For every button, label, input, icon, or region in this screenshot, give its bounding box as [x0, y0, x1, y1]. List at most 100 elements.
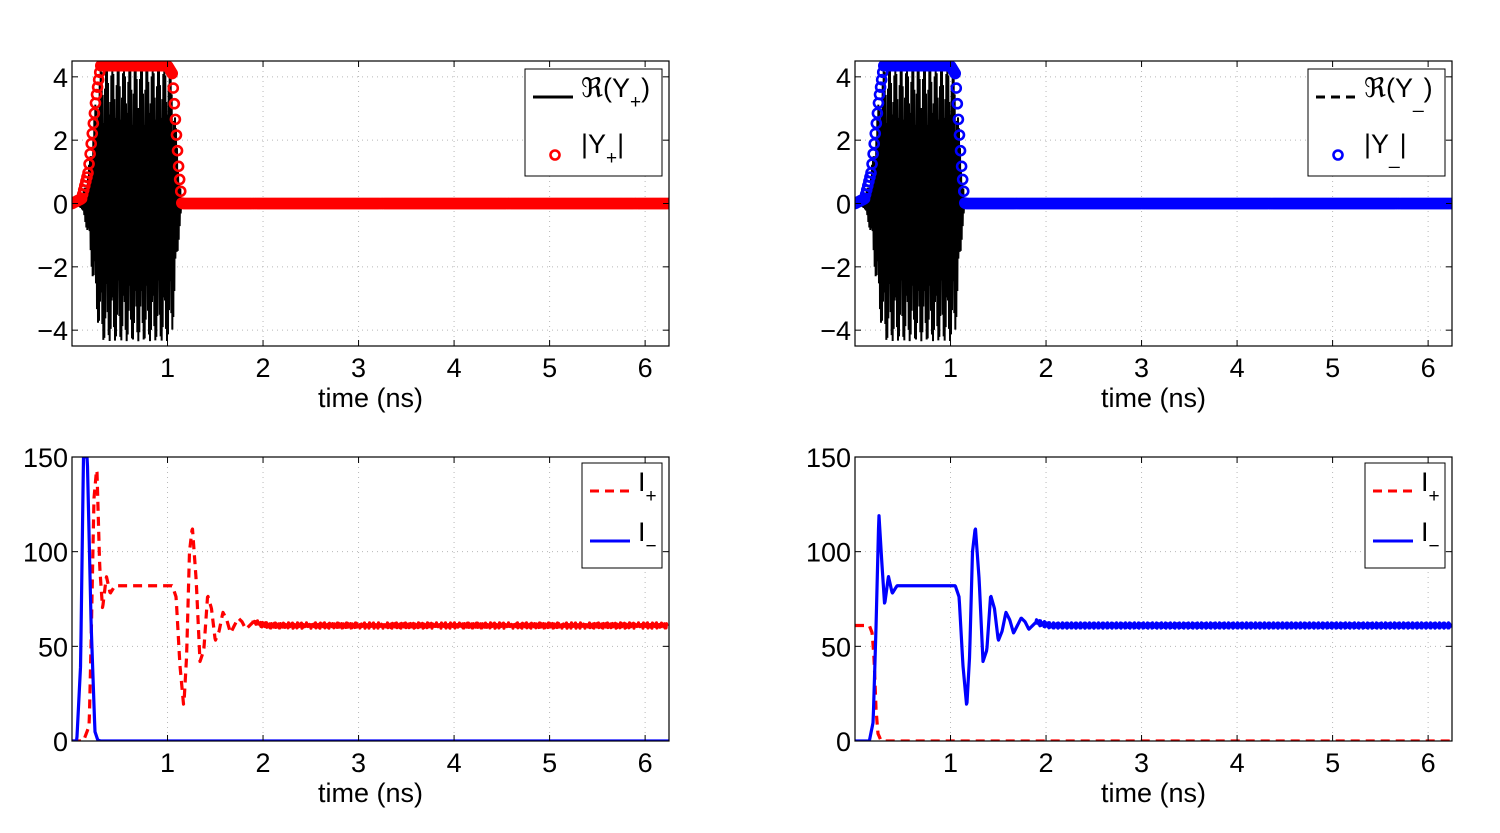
x-axis-label: time (ns) — [318, 778, 423, 808]
series-line-0 — [72, 468, 669, 741]
x-tick-label: 3 — [351, 353, 366, 383]
data-point — [954, 144, 967, 157]
legend-box — [1307, 68, 1446, 177]
x-tick-label: 6 — [1421, 353, 1436, 383]
y-tick-label: 2 — [836, 126, 851, 156]
data-point — [90, 88, 103, 101]
data-point — [173, 173, 186, 186]
plot-area — [855, 61, 1452, 342]
x-tick-label: 5 — [1325, 748, 1340, 778]
y-tick-label: −4 — [820, 316, 851, 346]
x-tick-label: 6 — [638, 748, 653, 778]
legend: ℜ(Y+) |Y+| — [524, 68, 663, 177]
data-point — [956, 173, 969, 186]
series-markers-1 — [72, 61, 669, 210]
legend-label: |Y+| — [581, 129, 624, 169]
series-line-1 — [855, 514, 1452, 741]
x-tick-label: 3 — [1134, 353, 1149, 383]
x-tick-label: 2 — [256, 353, 271, 383]
data-point — [92, 73, 105, 86]
legend: I+ I− — [581, 462, 663, 569]
y-tick-label: 150 — [23, 443, 68, 473]
x-tick-label: 5 — [1325, 353, 1340, 383]
legend-marker — [549, 149, 561, 161]
data-point — [874, 81, 887, 93]
x-tick-label: 1 — [943, 353, 958, 383]
y-tick-label: −4 — [37, 316, 68, 346]
x-tick-label: 3 — [351, 748, 366, 778]
data-point — [957, 185, 970, 198]
chart-panel-bottom-left: 1 2 3 4 5 6 0 50 100 150 time (ns) I+ I− — [23, 443, 670, 808]
plot-area — [855, 514, 1452, 741]
x-tick-label: 4 — [447, 353, 462, 383]
x-axis-label: time (ns) — [1101, 383, 1206, 413]
data-point — [174, 185, 187, 198]
data-point — [950, 82, 963, 94]
data-point — [166, 67, 179, 80]
x-tick-label: 2 — [1039, 748, 1054, 778]
data-point — [949, 67, 962, 80]
data-point — [172, 160, 185, 173]
chart-panel-top-right: 1 2 3 4 5 6 −4 −2 0 2 4 time (ns) ℜ(Y_) |Y_| — [820, 60, 1453, 413]
axes-frame — [71, 456, 670, 742]
legend-box — [1364, 462, 1446, 569]
data-point — [169, 113, 182, 126]
legend: I+ I− — [1364, 462, 1446, 569]
y-tick-label: 2 — [53, 126, 68, 156]
y-tick-label: −2 — [37, 253, 68, 283]
x-axis-label: time (ns) — [1101, 778, 1206, 808]
legend-marker — [1332, 149, 1344, 161]
x-tick-label: 1 — [943, 748, 958, 778]
y-tick-label: 100 — [806, 538, 851, 568]
y-tick-label: 0 — [53, 727, 68, 757]
x-tick-label: 1 — [160, 353, 175, 383]
legend-label: I− — [638, 517, 657, 557]
x-tick-label: 4 — [1230, 748, 1245, 778]
data-point — [167, 82, 180, 94]
x-tick-label: 6 — [1421, 748, 1436, 778]
data-point — [170, 129, 183, 141]
x-tick-label: 6 — [638, 353, 653, 383]
series-line-1 — [72, 457, 669, 741]
legend-label: I− — [1421, 517, 1440, 557]
plot-area — [72, 61, 669, 342]
y-tick-label: 0 — [836, 727, 851, 757]
legend-label: I+ — [1421, 467, 1440, 507]
data-point — [953, 129, 966, 141]
y-tick-label: 150 — [806, 443, 851, 473]
y-tick-label: 0 — [53, 190, 68, 220]
x-tick-label: 2 — [256, 748, 271, 778]
series-line-0 — [855, 623, 1452, 741]
y-tick-label: 4 — [836, 63, 851, 93]
data-point — [91, 81, 104, 93]
plot-area — [72, 457, 669, 741]
legend-label: |Y_| — [1364, 129, 1407, 169]
data-point — [171, 144, 184, 157]
x-tick-label: 5 — [542, 353, 557, 383]
data-point — [951, 97, 964, 110]
x-axis-label: time (ns) — [318, 383, 423, 413]
x-tick-label: 2 — [1039, 353, 1054, 383]
x-tick-label: 4 — [1230, 353, 1245, 383]
x-tick-label: 4 — [447, 748, 462, 778]
legend-box — [524, 68, 663, 177]
chart-panel-top-left: 1 2 3 4 5 6 −4 −2 0 2 4 time (ns) ℜ(Y+) |Y+| — [37, 60, 670, 413]
data-point — [168, 97, 181, 110]
axes-frame — [854, 456, 1453, 742]
y-tick-label: 50 — [821, 632, 851, 662]
chart-panel-bottom-right: 1 2 3 4 5 6 0 50 100 150 time (ns) I+ I− — [806, 443, 1453, 808]
y-tick-label: −2 — [820, 253, 851, 283]
data-point — [873, 88, 886, 101]
y-tick-label: 4 — [53, 63, 68, 93]
data-point — [875, 73, 888, 86]
y-tick-label: 0 — [836, 190, 851, 220]
legend: ℜ(Y_) |Y_| — [1307, 68, 1446, 177]
legend-label: I+ — [638, 467, 657, 507]
y-tick-label: 100 — [23, 538, 68, 568]
data-point — [955, 160, 968, 173]
legend-label: ℜ(Y+) — [581, 73, 650, 113]
x-tick-label: 1 — [160, 748, 175, 778]
legend-label: ℜ(Y_) — [1364, 73, 1433, 113]
legend-box — [581, 462, 663, 569]
